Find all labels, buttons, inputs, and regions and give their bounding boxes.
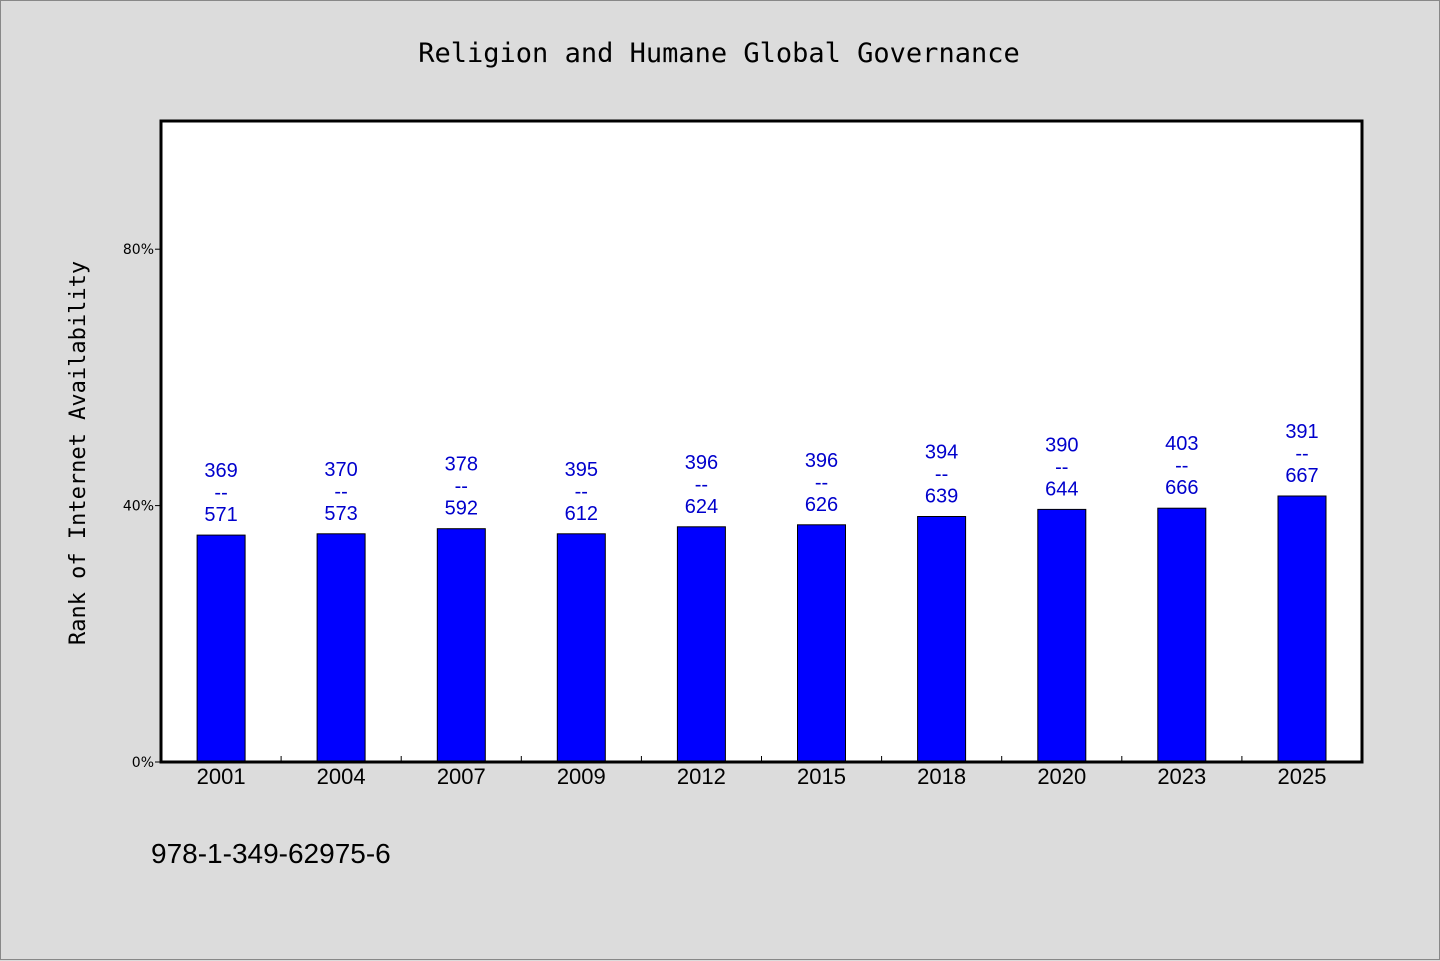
data-label-top: 403 <box>1165 433 1198 455</box>
x-tick-label: 2020 <box>1037 764 1086 789</box>
x-axis-ticks: 2001 2004 2007 2009 2012 2015 2018 2020 2023 2025 <box>197 756 1327 789</box>
chart-title: Religion and Humane Global Governance <box>418 38 1019 69</box>
data-label-mid: -- <box>815 472 828 494</box>
y-tick-label: 40% <box>123 499 154 515</box>
data-label-top: 390 <box>1045 434 1078 456</box>
isbn-text: 978-1-349-62975-6 <box>151 838 391 869</box>
data-label-bottom: 612 <box>565 503 598 525</box>
bar <box>797 524 846 763</box>
data-label-mid: -- <box>695 474 708 496</box>
data-label-bottom: 639 <box>925 486 958 508</box>
bar <box>676 526 726 763</box>
bar <box>436 528 486 763</box>
bar <box>316 533 366 763</box>
data-label-bottom: 666 <box>1165 477 1198 499</box>
data-label-top: 378 <box>445 454 478 476</box>
data-label-mid: -- <box>575 481 588 503</box>
x-tick-label: 2009 <box>557 764 606 789</box>
data-label-mid: -- <box>1175 455 1188 477</box>
x-tick-label: 2001 <box>197 764 246 789</box>
y-tick-label: 0% <box>132 755 154 771</box>
x-tick-label: 2015 <box>797 764 846 789</box>
data-label-mid: -- <box>935 464 948 486</box>
y-axis-ticks: 0% 40% 80% <box>123 242 161 771</box>
data-label-bottom: 592 <box>445 498 478 520</box>
data-label-top: 391 <box>1285 421 1318 443</box>
x-tick-label: 2004 <box>317 764 366 789</box>
x-tick-label: 2025 <box>1278 764 1327 789</box>
bar <box>1157 507 1207 763</box>
data-label-top: 396 <box>685 452 718 474</box>
data-label-top: 369 <box>204 460 237 482</box>
bars-group <box>196 495 1327 763</box>
data-label-bottom: 571 <box>204 504 237 526</box>
x-tick-label: 2007 <box>437 764 486 789</box>
y-axis-label: Rank of Internet Availability <box>66 261 91 645</box>
data-label-bottom: 644 <box>1045 478 1078 500</box>
data-label-bottom: 626 <box>805 494 838 516</box>
data-labels-group: 369--571370--573378--592395--612396--624… <box>204 421 1318 526</box>
data-label-top: 395 <box>565 459 598 481</box>
x-tick-label: 2012 <box>677 764 726 789</box>
bar <box>196 534 246 763</box>
data-label-mid: -- <box>1055 456 1068 478</box>
data-label-mid: -- <box>334 481 347 503</box>
data-label-mid: -- <box>214 482 227 504</box>
data-label-top: 396 <box>805 450 838 472</box>
y-tick-label: 80% <box>123 242 154 258</box>
data-label-mid: -- <box>455 476 468 498</box>
bar <box>917 516 967 763</box>
x-tick-label: 2018 <box>917 764 966 789</box>
data-label-top: 370 <box>324 459 357 481</box>
bar <box>1277 495 1327 763</box>
bar <box>556 533 606 763</box>
data-label-mid: -- <box>1295 443 1308 465</box>
data-label-top: 394 <box>925 442 958 464</box>
bar <box>1037 508 1087 763</box>
data-label-bottom: 573 <box>324 503 357 525</box>
x-tick-label: 2023 <box>1157 764 1206 789</box>
data-label-bottom: 667 <box>1285 465 1318 487</box>
data-label-bottom: 624 <box>685 496 718 518</box>
